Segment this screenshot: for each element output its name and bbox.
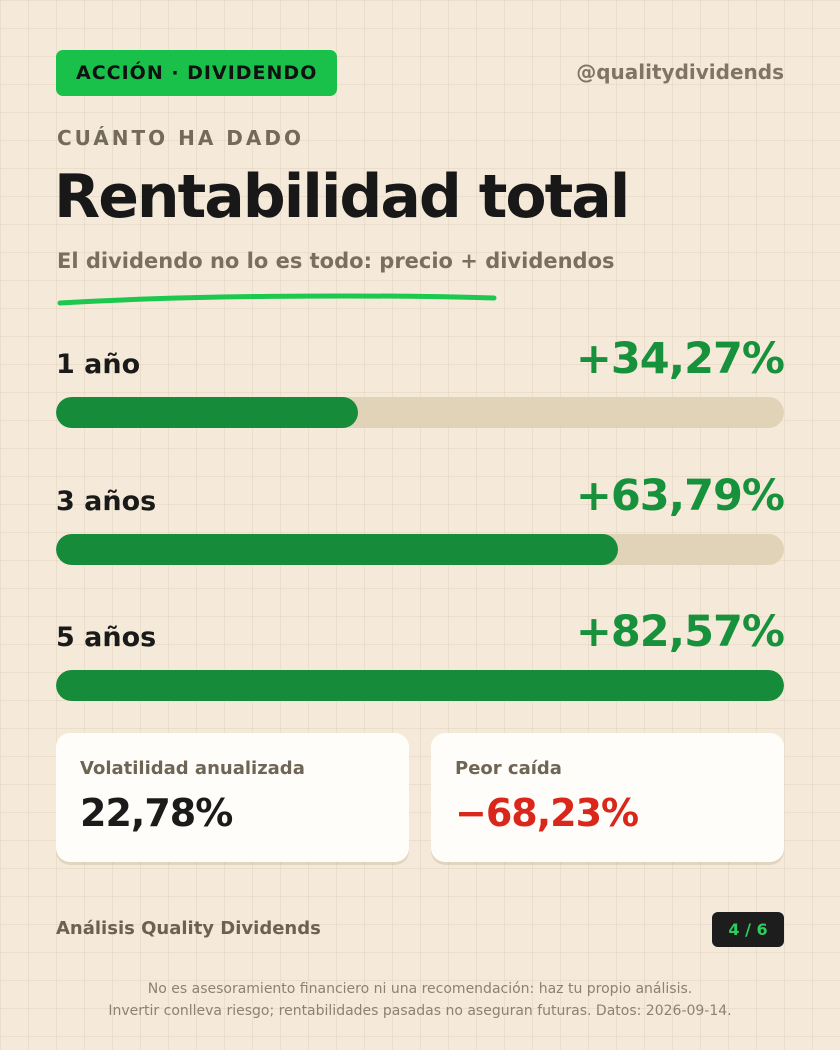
- max-drawdown-card: Peor caída −68,23%: [431, 733, 784, 862]
- return-bar-fill: [56, 534, 619, 565]
- metric-label: Volatilidad anualizada: [80, 758, 305, 779]
- page-indicator: 4 / 6: [712, 912, 784, 947]
- return-bar-fill: [56, 670, 784, 701]
- metric-value: −68,23%: [455, 791, 639, 835]
- return-row-1y: 1 año +34,27%: [56, 318, 785, 428]
- return-label: 3 años: [56, 486, 157, 517]
- disclaimer-line: Invertir conlleva riesgo; rentabilidades…: [108, 1003, 732, 1019]
- return-value: +82,57%: [575, 607, 785, 657]
- page-title: Rentabilidad total: [54, 162, 630, 232]
- return-label: 1 año: [56, 349, 141, 380]
- return-row-3y: 3 años +63,79%: [56, 455, 785, 565]
- title-underline-decoration: [57, 293, 497, 306]
- footer-brand: Análisis Quality Dividends: [56, 918, 321, 939]
- metric-label: Peor caída: [455, 758, 562, 779]
- disclaimer-line: No es asesoramiento financiero ni una re…: [147, 981, 693, 997]
- return-bar-track: [56, 534, 784, 565]
- return-row-5y: 5 años +82,57%: [56, 591, 785, 701]
- category-badge: ACCIÓN · DIVIDENDO: [56, 50, 338, 96]
- section-kicker: CUÁNTO HA DADO: [57, 126, 304, 150]
- return-value: +63,79%: [575, 471, 785, 521]
- page-subtitle: El dividendo no lo es todo: precio + div…: [57, 249, 615, 273]
- return-value: +34,27%: [575, 334, 785, 384]
- volatility-card: Volatilidad anualizada 22,78%: [56, 733, 409, 862]
- return-bar-track: [56, 397, 784, 428]
- return-bar-track: [56, 670, 784, 701]
- account-handle: @qualitydividends: [576, 60, 784, 84]
- metric-value: 22,78%: [80, 791, 233, 835]
- return-label: 5 años: [56, 622, 157, 653]
- return-bar-fill: [56, 397, 359, 428]
